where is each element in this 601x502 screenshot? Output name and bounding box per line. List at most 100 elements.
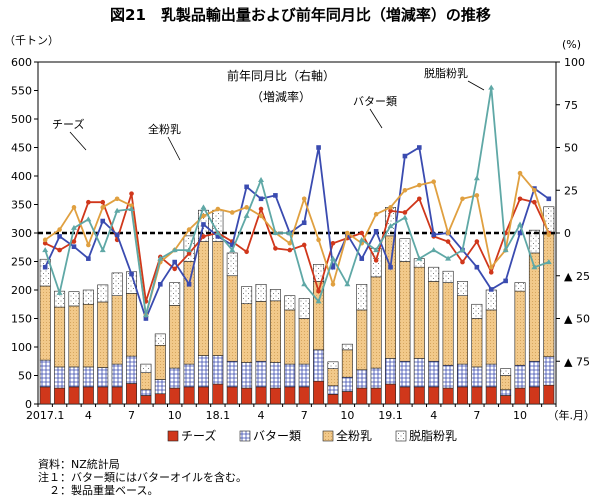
bar-smp: [68, 291, 80, 307]
bar-wmp: [241, 303, 253, 363]
line-smp: [44, 87, 550, 316]
point-smp: [186, 247, 193, 253]
point-butter: [186, 282, 192, 287]
bar-butter: [140, 389, 152, 396]
point-butter: [373, 228, 379, 234]
point-smp: [430, 247, 437, 253]
left-tick-label: 50: [18, 370, 32, 383]
point-smp: [488, 84, 495, 90]
point-smp: [56, 289, 63, 295]
point-cheese: [100, 199, 106, 205]
point-smp: [329, 255, 336, 261]
bar-cheese: [154, 393, 166, 405]
point-wmp: [445, 230, 451, 236]
x-tick-label: 18.1: [206, 409, 231, 422]
point-cheese: [316, 288, 321, 294]
bar-smp: [528, 229, 540, 254]
bar-butter: [528, 360, 540, 388]
bar-cheese: [284, 386, 296, 405]
annotation-smp: 脱脂粉乳: [424, 66, 468, 80]
point-wmp: [114, 196, 120, 202]
bar-butter: [68, 366, 80, 388]
bar-butter: [399, 360, 411, 388]
annotation-wmp: 全粉乳: [148, 122, 181, 136]
point-cheese: [301, 242, 307, 248]
point-smp: [344, 281, 351, 287]
bar-wmp: [370, 276, 382, 369]
point-wmp: [417, 182, 422, 188]
bar-smp: [226, 252, 238, 277]
point-wmp: [129, 203, 134, 208]
left-tick-label: 200: [11, 284, 32, 297]
point-butter: [114, 232, 120, 238]
point-wmp: [301, 196, 307, 202]
point-smp: [502, 247, 509, 253]
right-tick-label: 75: [564, 99, 578, 112]
bar-butter: [356, 369, 368, 389]
note-source: 資料：NZ統計局: [38, 458, 120, 471]
point-wmp: [287, 240, 293, 246]
x-tick-label: 19.1: [378, 409, 403, 422]
bar-wmp: [341, 349, 353, 378]
right-tick-label: 0: [564, 227, 571, 240]
right-axis-label: (%): [562, 38, 581, 51]
point-butter: [258, 196, 264, 202]
annotation-cheese: チーズ: [52, 117, 84, 131]
point-wmp: [258, 213, 264, 219]
point-butter: [388, 264, 393, 270]
note-2: ２：製品重量ベース。: [38, 484, 159, 497]
point-cheese: [71, 239, 77, 244]
bars-layer: [39, 206, 555, 405]
point-smp: [157, 255, 164, 261]
bar-butter: [169, 367, 181, 389]
point-cheese: [445, 239, 451, 244]
bar-wmp: [356, 309, 368, 371]
point-butter: [229, 242, 235, 248]
bar-wmp: [54, 306, 66, 368]
point-butter: [359, 256, 365, 261]
bar-cheese: [212, 383, 224, 405]
point-wmp: [42, 237, 48, 243]
bar-cheese: [471, 386, 483, 405]
bar-cheese: [97, 386, 109, 405]
bar-cheese: [385, 383, 397, 405]
left-tick-label: 250: [11, 256, 32, 269]
bar-butter: [456, 363, 468, 388]
bar-wmp: [126, 293, 138, 357]
bar-butter: [500, 389, 512, 396]
bar-wmp: [485, 309, 497, 365]
bar-cheese: [169, 387, 181, 405]
bar-cheese: [54, 387, 66, 405]
lines-layer: [38, 84, 556, 322]
bar-butter: [226, 360, 238, 388]
point-wmp: [532, 187, 537, 193]
axes-layer: 050100150200250300350400450500550600（千トン…: [4, 34, 595, 422]
bar-butter: [327, 385, 339, 395]
chart-title: 図21 乳製品輸出量および前年同月比（増減率）の推移: [110, 6, 491, 24]
point-butter: [201, 222, 206, 227]
bar-smp: [341, 343, 353, 351]
x-unit-label: （年.月）: [548, 408, 596, 422]
bar-smp: [514, 282, 526, 292]
bar-wmp: [456, 295, 468, 365]
leader-wmp: [167, 136, 181, 161]
point-smp: [459, 247, 466, 253]
point-butter: [431, 232, 436, 238]
x-tick-label: 7: [301, 409, 308, 422]
bar-butter: [370, 367, 382, 389]
point-butter: [172, 259, 177, 265]
point-smp: [301, 281, 308, 287]
point-butter: [71, 244, 77, 249]
bar-butter: [341, 376, 353, 392]
point-cheese: [129, 191, 134, 196]
bar-smp: [269, 289, 281, 302]
legend: チーズ バター類 全粉乳 脱脂粉乳: [167, 428, 457, 443]
annotation-ratio-subtitle: （増減率）: [251, 89, 311, 104]
point-cheese: [186, 251, 192, 256]
point-cheese: [201, 234, 206, 239]
point-smp: [142, 312, 149, 318]
point-smp: [517, 221, 524, 227]
point-cheese: [244, 249, 249, 255]
right-tick-label: 50: [564, 142, 578, 155]
bar-wmp: [39, 285, 51, 361]
